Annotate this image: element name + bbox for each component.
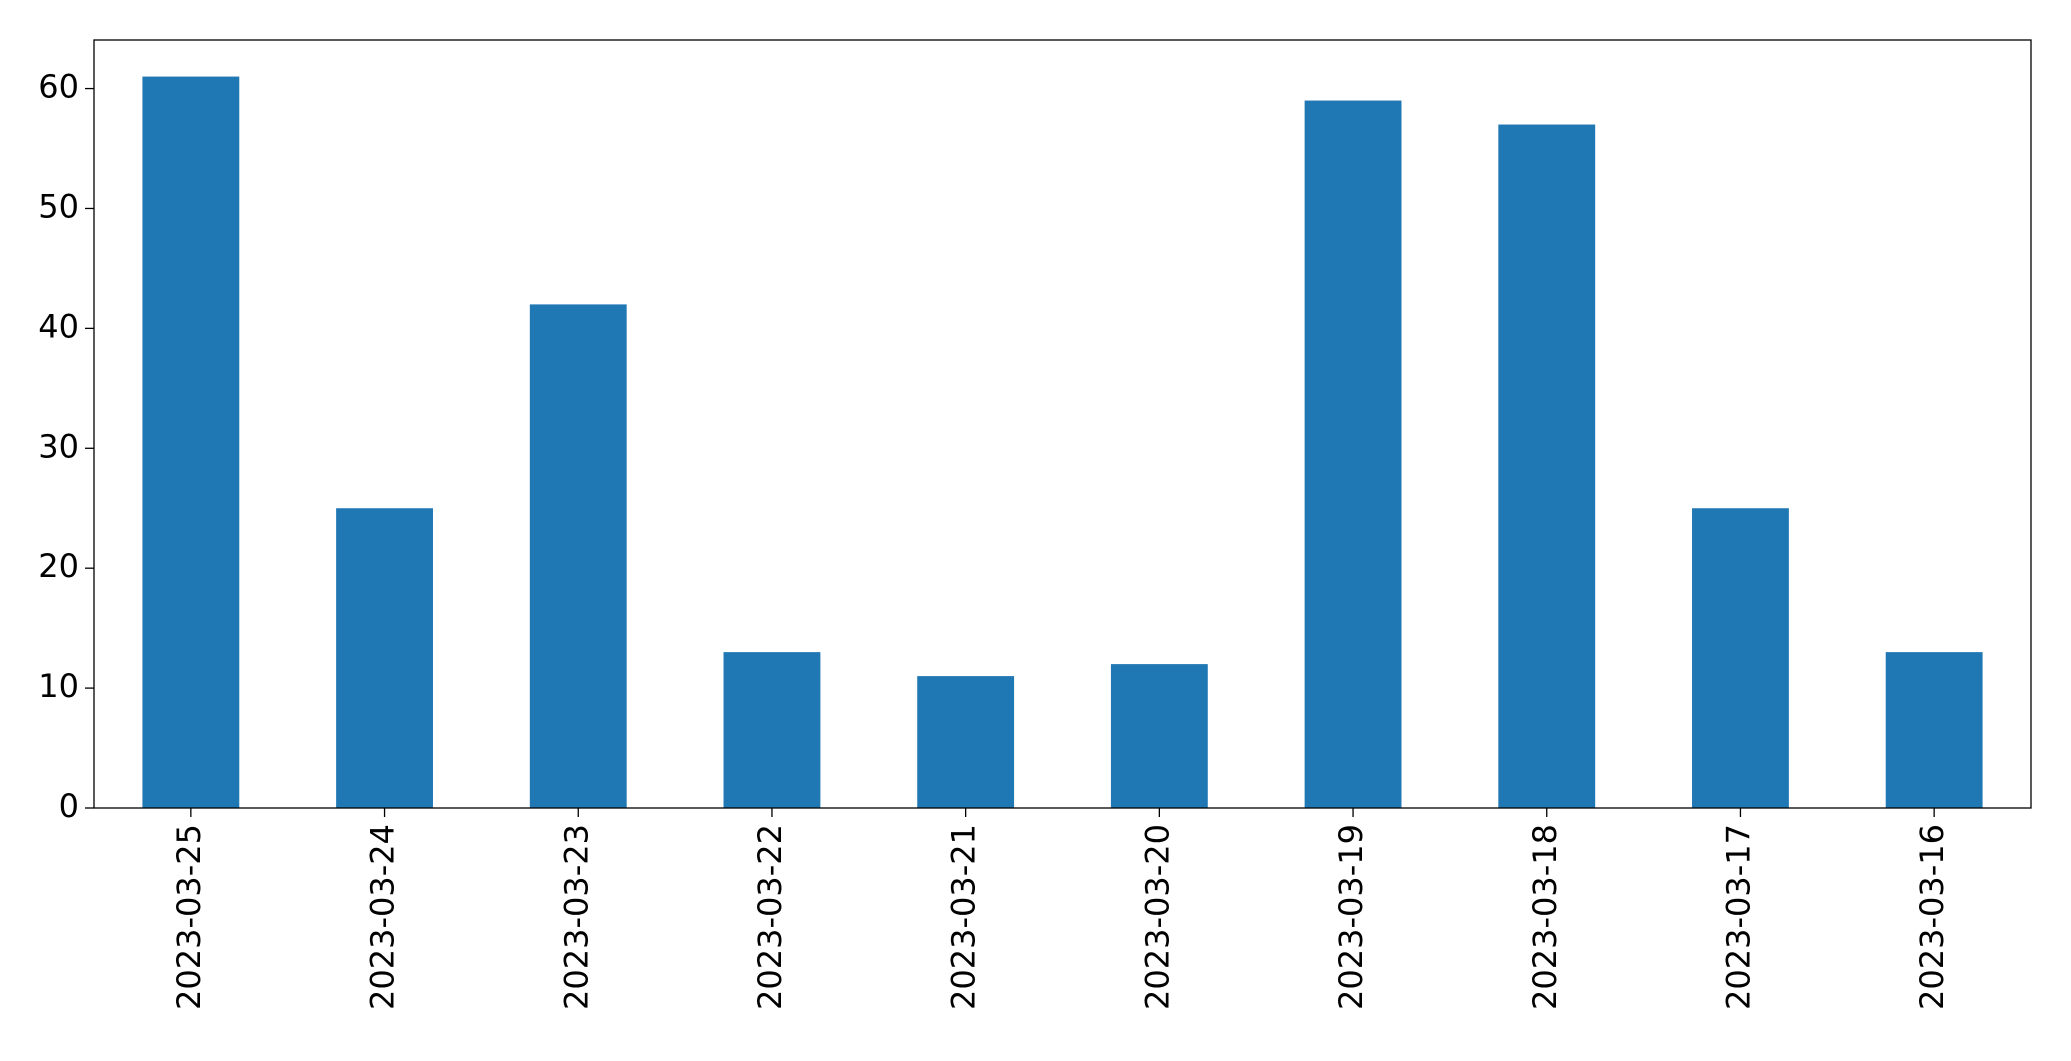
x-tick-label: 2023-03-21 <box>945 824 983 1010</box>
x-tick-label: 2023-03-19 <box>1332 824 1370 1010</box>
bar <box>1885 652 1983 808</box>
x-tick-label: 2023-03-17 <box>1719 824 1757 1010</box>
x-tick-label: 2023-03-16 <box>1913 824 1951 1010</box>
bar <box>142 76 240 809</box>
bar <box>723 652 821 808</box>
plot-frame <box>93 39 2032 809</box>
y-tick-label: 60 <box>38 68 79 106</box>
x-tick-label: 2023-03-25 <box>170 824 208 1010</box>
y-tick-label: 40 <box>38 307 79 345</box>
y-tick-label: 0 <box>59 787 79 825</box>
y-tick-label: 50 <box>38 187 79 225</box>
bar <box>1110 664 1208 808</box>
x-tick-label: 2023-03-23 <box>557 824 595 1010</box>
x-tick-label: 2023-03-24 <box>364 824 402 1010</box>
bar <box>917 676 1015 808</box>
bar <box>1498 124 1596 809</box>
y-tick-label: 20 <box>38 547 79 585</box>
bar <box>1692 508 1789 808</box>
x-tick-label: 2023-03-20 <box>1138 824 1176 1010</box>
bar <box>529 304 627 808</box>
bar <box>336 508 433 808</box>
y-tick-label: 30 <box>38 427 79 465</box>
y-tick-label: 10 <box>38 667 79 705</box>
bar <box>1304 100 1402 809</box>
x-tick-label: 2023-03-18 <box>1526 824 1564 1010</box>
x-tick-label: 2023-03-22 <box>751 824 789 1010</box>
